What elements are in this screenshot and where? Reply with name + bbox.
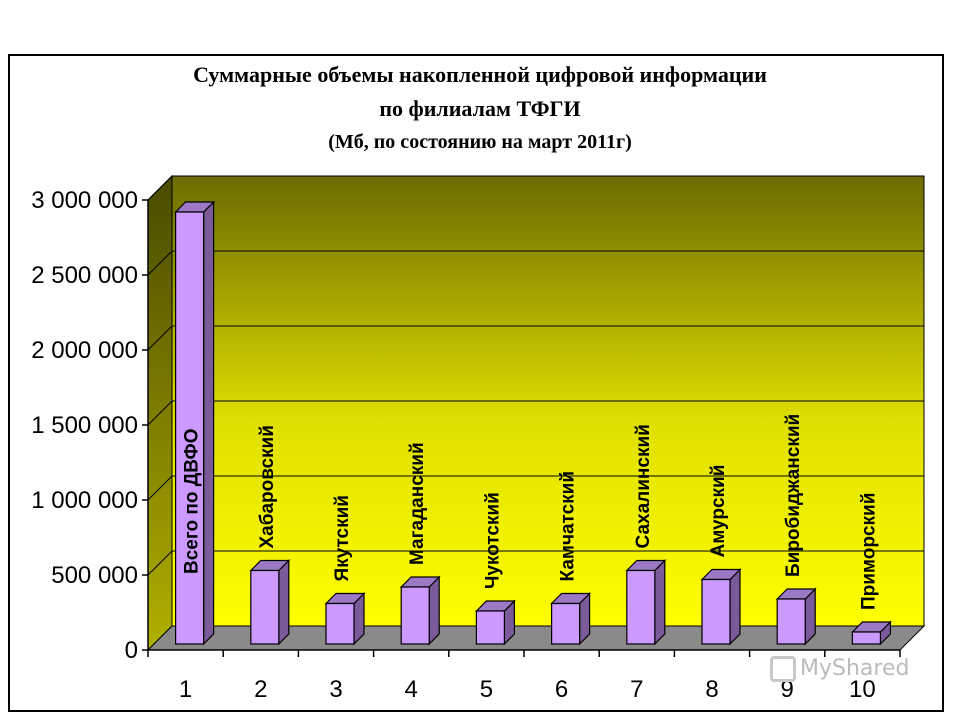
bar-label: Всего по ДВФО [182, 428, 203, 574]
bar [775, 587, 817, 646]
bars [174, 200, 892, 646]
chart-title-line-2: по филиалам ТФГИ [379, 96, 581, 121]
bar-side [428, 575, 440, 646]
bar-front [776, 598, 806, 645]
bar-label: Хабаровский [257, 425, 278, 548]
watermark: MyShared [770, 656, 909, 682]
gridline [147, 250, 924, 276]
watermark-text: MyShared [800, 656, 910, 681]
x-tick-label: 9 [781, 676, 794, 703]
bar-label: Камчатский [558, 471, 579, 582]
gridline [147, 550, 924, 576]
bar-front [475, 610, 505, 645]
y-tick-label: 3 000 000 [31, 187, 138, 214]
x-tick-label: 7 [630, 676, 643, 703]
bar [625, 559, 667, 646]
axes [142, 199, 901, 657]
y-tick-label: 1 500 000 [31, 412, 138, 439]
x-tick-label: 2 [254, 676, 267, 703]
bar-side [729, 568, 741, 646]
y-tick-label: 500 000 [51, 562, 138, 589]
bar [700, 568, 742, 646]
x-tick-label: 4 [405, 676, 418, 703]
bar-side [278, 559, 290, 646]
x-tick-label: 6 [555, 676, 568, 703]
y-tick-label: 0 [125, 637, 138, 664]
gridline [147, 400, 924, 426]
bar-label: Магаданский [407, 442, 428, 565]
bar-label: Амурский [708, 465, 729, 558]
y-tick-label: 1 000 000 [31, 487, 138, 514]
y-tick-label: 2 000 000 [31, 337, 138, 364]
x-tick-label: 1 [179, 676, 192, 703]
bar-side [203, 200, 215, 646]
y-tick-labels: 0 500 000 1 000 000 1 500 000 2 000 000 2 500… [31, 187, 138, 664]
gridline [147, 325, 924, 351]
bar [174, 200, 216, 646]
gridlines [147, 175, 924, 576]
chart-title-line-3: (Мб, по состоянию на март 2011г) [328, 131, 632, 153]
bar-front [325, 602, 355, 645]
bar-labels: Всего по ДВФО Хабаровский Якутский Магаданс… [182, 414, 880, 610]
chart-title-line-1: Суммарные объемы накопленной цифровой ин… [193, 62, 767, 87]
x-tick-label: 8 [705, 676, 718, 703]
bar-front [250, 569, 280, 645]
bar-front [175, 211, 205, 645]
bar-label: Биробиджанский [783, 414, 804, 577]
bar-label: Приморский [858, 493, 879, 610]
bar-label: Сахалинский [633, 424, 654, 548]
x-tick-label: 3 [329, 676, 342, 703]
bar [324, 592, 366, 646]
y-tick-label: 2 500 000 [31, 262, 138, 289]
bar [399, 575, 441, 646]
bar-side [654, 559, 666, 646]
bar-front [550, 602, 581, 645]
bar [850, 620, 892, 646]
bar-front [851, 631, 882, 645]
bar-label: Якутский [332, 495, 353, 581]
bar-front [626, 569, 656, 645]
bar-label: Чукотский [482, 492, 503, 589]
gridline [147, 475, 924, 501]
bar [249, 559, 291, 646]
watermark-logo-icon [770, 656, 796, 682]
bar [474, 599, 516, 646]
gridline [147, 175, 924, 201]
bar [550, 592, 592, 646]
bar-front [701, 578, 731, 645]
bar-front [400, 586, 430, 645]
x-tick-label: 10 [849, 676, 876, 703]
x-tick-labels: 1 2 3 4 5 6 7 8 9 10 [179, 676, 876, 703]
x-tick-label: 5 [480, 676, 493, 703]
